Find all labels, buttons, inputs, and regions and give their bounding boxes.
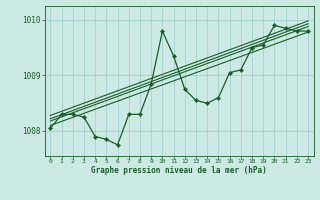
X-axis label: Graphe pression niveau de la mer (hPa): Graphe pression niveau de la mer (hPa) [91, 166, 267, 175]
